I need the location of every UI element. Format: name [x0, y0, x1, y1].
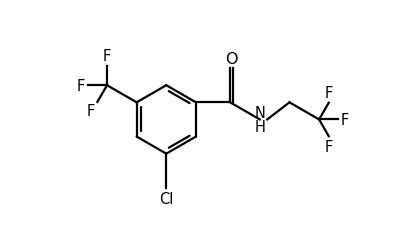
Text: F: F — [103, 49, 111, 64]
Text: F: F — [77, 78, 85, 93]
Text: F: F — [87, 104, 95, 119]
Text: Cl: Cl — [159, 191, 173, 206]
Text: F: F — [325, 139, 333, 154]
Text: N
H: N H — [254, 106, 265, 134]
Text: F: F — [341, 112, 349, 127]
Text: F: F — [325, 86, 333, 101]
Text: O: O — [225, 52, 238, 66]
